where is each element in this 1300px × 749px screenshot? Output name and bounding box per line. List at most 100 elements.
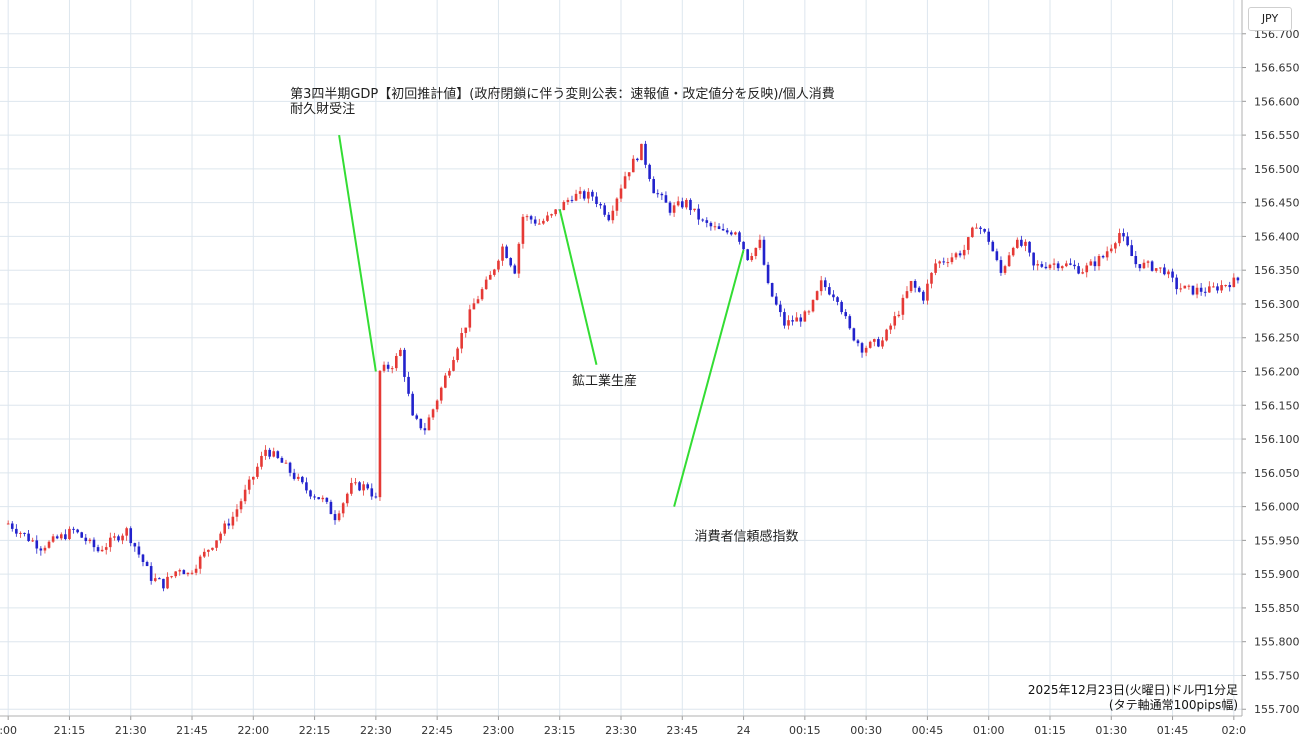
candle-body (19, 532, 22, 534)
candle-body (897, 314, 901, 317)
x-tick-label: 01:15 (1034, 724, 1066, 737)
candle-body (92, 539, 96, 548)
candle-body (202, 551, 206, 557)
candle-body (987, 231, 990, 242)
candle-body (1208, 286, 1211, 293)
candle-body (529, 216, 533, 220)
candle-body (599, 203, 602, 206)
candle-body (141, 554, 145, 562)
x-tick-label: 00:15 (789, 724, 821, 737)
y-tick-label: 155.900 (1254, 568, 1300, 581)
candle-body (178, 570, 182, 572)
candle-body (309, 490, 312, 497)
candle-body (550, 214, 553, 216)
candle-body (366, 484, 369, 489)
candle-body (100, 549, 104, 552)
candle-body (484, 279, 488, 290)
candle-body (864, 347, 868, 353)
candle-body (431, 409, 435, 418)
x-tick-label: :00 (0, 724, 17, 737)
candle-body (125, 528, 128, 536)
candle-body (623, 176, 627, 189)
candle-body (1130, 245, 1133, 257)
candle-body (84, 537, 88, 542)
candle-body (435, 400, 439, 410)
candle-body (1212, 286, 1215, 288)
candle-body (595, 196, 598, 204)
candle-body (1195, 287, 1199, 295)
candle-body (574, 193, 578, 201)
y-tick-label: 156.550 (1254, 129, 1300, 142)
candle-body (787, 320, 790, 326)
candle-body (55, 536, 59, 539)
y-tick-label: 156.400 (1254, 230, 1300, 243)
candle-body (615, 198, 619, 211)
candle-body (358, 482, 361, 491)
candle-body (215, 540, 218, 548)
currency-badge[interactable]: JPY (1248, 7, 1292, 31)
y-tick-label: 155.700 (1254, 703, 1300, 716)
candle-body (31, 540, 34, 542)
candle-body (1187, 285, 1191, 287)
candle-body (51, 536, 55, 542)
caption-title: 2025年12月23日(火曜日)ドル円1分足 (1027, 683, 1238, 697)
candle-body (47, 541, 51, 548)
candle-body (10, 523, 14, 529)
candle-body (227, 523, 231, 526)
candle-body (750, 256, 754, 261)
candle-body (1093, 261, 1097, 267)
candle-body (513, 265, 517, 274)
candle-body (317, 497, 320, 500)
candle-body (88, 539, 92, 542)
candle-body (39, 548, 43, 551)
candle-body (648, 164, 651, 179)
candle-body (509, 258, 512, 266)
candle-body (680, 201, 684, 208)
candle-body (68, 528, 71, 540)
candle-body (6, 523, 10, 525)
candle-body (1138, 264, 1142, 269)
candle-body (893, 316, 897, 326)
candle-body (881, 340, 884, 347)
annotation-leader-line (558, 209, 598, 365)
candle-body (378, 370, 382, 498)
candle-body (877, 339, 880, 347)
candle-body (1040, 264, 1044, 267)
candle-body (497, 260, 500, 270)
candle-body (774, 296, 778, 305)
candle-body (1073, 264, 1076, 267)
y-tick-label: 156.650 (1254, 62, 1300, 75)
candle-body (145, 561, 149, 567)
candle-body (603, 205, 606, 215)
candle-body (762, 239, 766, 265)
candle-body (983, 228, 986, 232)
candle-body (840, 301, 843, 313)
candle-body (525, 216, 529, 218)
candle-body (668, 202, 672, 213)
candle-body (640, 143, 643, 161)
candle-body (198, 556, 202, 569)
y-tick-label: 156.250 (1254, 332, 1300, 345)
x-tick-label: 00:45 (912, 724, 944, 737)
candle-body (860, 343, 864, 353)
candle-body (301, 476, 304, 483)
candle-body (971, 227, 974, 238)
candle-body (76, 529, 79, 533)
candle-body (1056, 263, 1060, 269)
candle-body (256, 466, 259, 477)
candle-body (390, 368, 394, 370)
candle-body (505, 246, 508, 259)
candle-body (1085, 265, 1089, 273)
candle-body (1146, 261, 1150, 263)
candle-body (779, 304, 782, 313)
candle-body (889, 325, 892, 330)
annotation-leader-line (673, 249, 745, 507)
candle-body (926, 283, 929, 301)
x-tick-label: 01:30 (1095, 724, 1127, 737)
candle-body (149, 566, 153, 581)
candle-body (1105, 251, 1109, 258)
candle-layer (6, 140, 1240, 592)
y-tick-label: 156.100 (1254, 433, 1300, 446)
